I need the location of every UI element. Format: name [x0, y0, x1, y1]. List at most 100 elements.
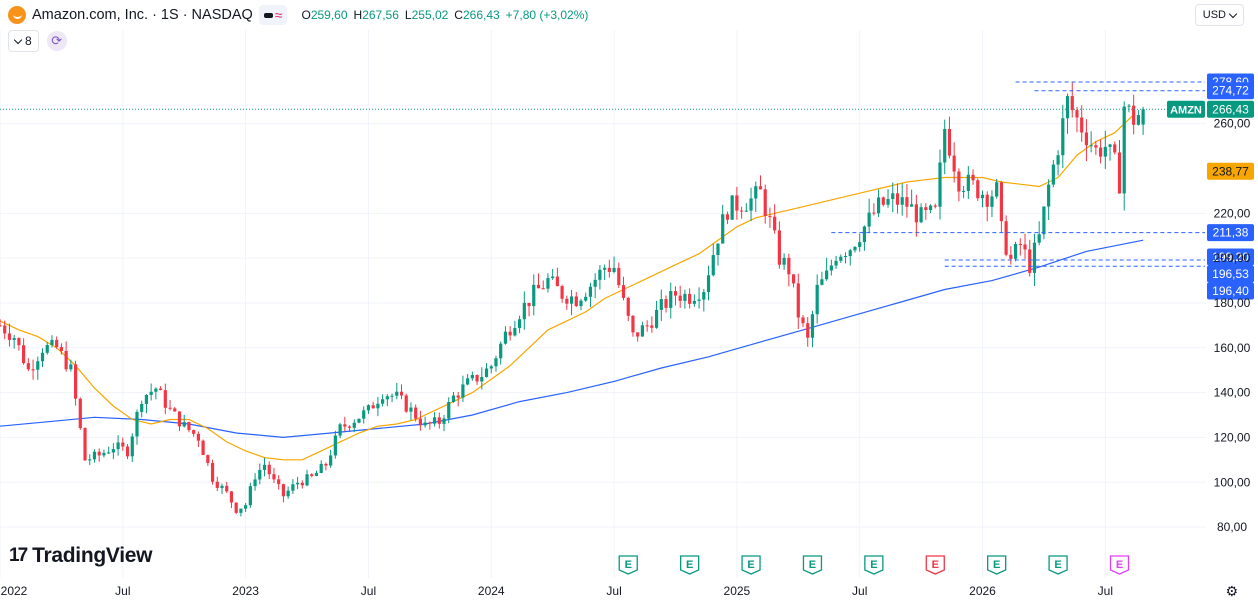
candle-body	[914, 204, 918, 223]
candle-body	[569, 296, 574, 304]
candle-body	[267, 464, 271, 475]
candle-body	[1098, 147, 1103, 157]
candle-body	[50, 339, 54, 346]
candle-body	[768, 216, 772, 218]
candle-body	[966, 174, 970, 191]
candle-body	[395, 391, 399, 396]
candle-body	[1070, 96, 1074, 111]
candle-body	[1108, 144, 1112, 147]
candle-body	[102, 452, 106, 456]
candle-body	[1004, 221, 1008, 255]
candle-body	[489, 366, 493, 369]
candle-body	[286, 490, 290, 497]
ma-slow-label: 196,53	[1212, 267, 1249, 281]
candle-body	[565, 298, 569, 304]
candle-body	[673, 291, 678, 296]
candle-body	[182, 422, 186, 427]
candle-body	[470, 374, 474, 379]
axis-layer: 80,00 100,00 120,00 140,00 160,00 180,00 200,0…	[1, 117, 1251, 598]
symbol-title[interactable]: Amazon.com, Inc. · 1S · NASDAQ	[32, 7, 253, 23]
candle-body	[121, 442, 125, 447]
candle-body	[409, 407, 413, 412]
candle-body	[305, 474, 309, 486]
candle-body	[971, 174, 975, 181]
candle-body	[404, 395, 408, 412]
candle-body	[560, 286, 564, 299]
candle-body	[654, 309, 659, 328]
indicators-collapse-button[interactable]: 8	[8, 30, 39, 52]
x-tick-label: Jul	[115, 584, 130, 598]
candle-body	[31, 369, 35, 371]
indicator-toggle[interactable]: ≈	[258, 5, 288, 25]
high-key: H	[353, 8, 363, 22]
candle-body	[310, 474, 314, 476]
candle-body	[343, 424, 347, 427]
candle-body	[758, 186, 763, 190]
candle-body	[910, 204, 914, 207]
brand-name: TradingView	[32, 544, 153, 567]
candle-body	[825, 270, 829, 280]
candle-body	[423, 422, 427, 426]
candle-body	[414, 407, 418, 419]
candle-body	[777, 230, 781, 265]
candle-body	[366, 405, 371, 411]
candle-body	[1018, 243, 1022, 245]
indicator-row: 8 ⟳	[8, 30, 67, 52]
candle-body	[111, 449, 115, 453]
open-value: 259,60	[310, 8, 348, 22]
candle-body	[1061, 118, 1065, 156]
candle-body	[938, 162, 942, 207]
refresh-icon[interactable]: ⟳	[46, 31, 67, 51]
candle-body	[338, 424, 342, 436]
candle-body	[314, 473, 319, 476]
candle-body	[735, 195, 739, 211]
candle-body	[763, 189, 767, 217]
candle-body	[244, 505, 248, 509]
candle-body	[551, 276, 555, 279]
candle-body	[853, 247, 857, 251]
candle-body	[574, 296, 578, 307]
earnings-marker	[679, 555, 700, 575]
candle-body	[1136, 115, 1140, 125]
candle-body	[659, 299, 663, 310]
currency-select[interactable]: USD	[1194, 4, 1244, 26]
candle-body	[1037, 234, 1041, 243]
price-level-label-bg	[1207, 82, 1254, 100]
candle-body	[834, 260, 838, 266]
candle-body	[385, 396, 389, 400]
candle-body	[872, 212, 876, 214]
candle-body	[895, 193, 900, 205]
earnings-marker-label: E	[1054, 559, 1061, 571]
ma-slow-label-bg	[1207, 265, 1254, 283]
ticker-badge-bg	[1167, 100, 1205, 118]
candle-body	[144, 394, 149, 404]
candle-body	[640, 325, 645, 337]
candle-body	[1065, 96, 1070, 119]
candle-body	[88, 459, 92, 461]
candle-body	[1047, 184, 1051, 207]
candle-body	[513, 328, 517, 336]
candle-body	[697, 299, 701, 301]
candle-body	[593, 279, 597, 287]
price-level-label: 199,20	[1212, 250, 1249, 264]
price-level-label-bg	[1207, 248, 1254, 266]
earnings-marker-label: E	[625, 559, 632, 571]
x-tick-label: 2024	[478, 584, 505, 598]
candle-body	[447, 402, 451, 419]
candle-body	[1013, 243, 1018, 259]
candle-body	[976, 180, 980, 199]
candle-body	[773, 216, 777, 231]
candle-body	[418, 418, 422, 426]
candle-body	[721, 214, 725, 244]
close-key: C	[454, 8, 463, 22]
candle-body	[536, 284, 541, 289]
candle-body	[801, 317, 805, 324]
ma-fast-label: 238,77	[1212, 164, 1249, 178]
candle-body	[621, 285, 626, 298]
candle-body	[962, 190, 966, 192]
candle-body	[617, 267, 621, 286]
candle-body	[541, 288, 545, 290]
gear-icon[interactable]: ⚙	[1225, 583, 1238, 599]
candle-body	[173, 408, 177, 412]
